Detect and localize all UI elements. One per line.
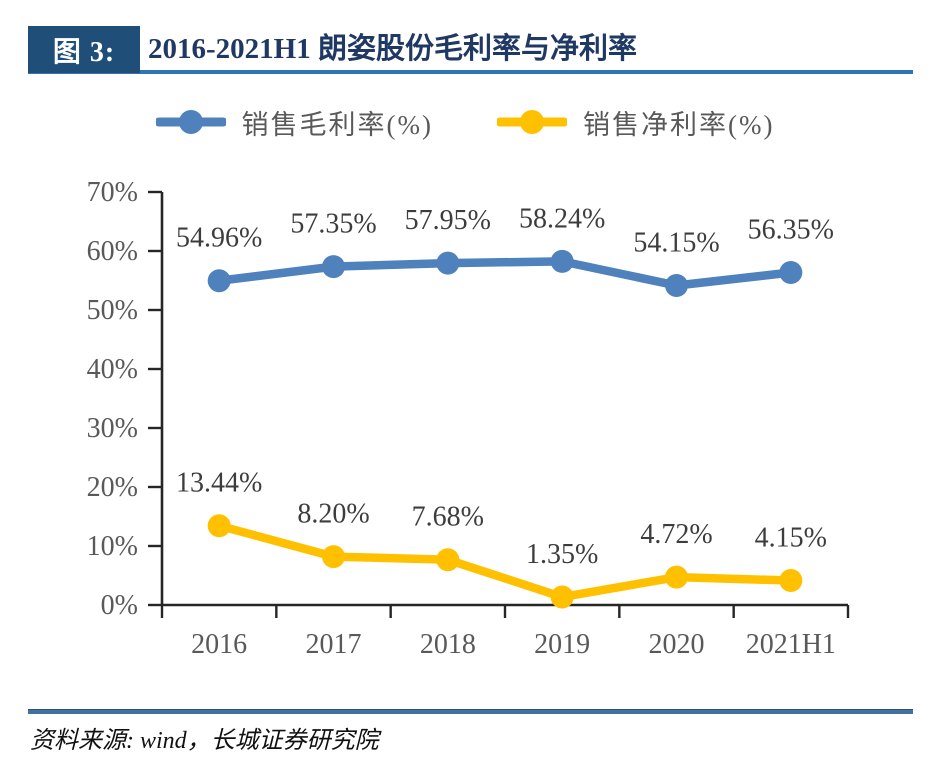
footer-divider bbox=[28, 709, 913, 714]
data-label: 8.20% bbox=[297, 499, 369, 530]
data-label: 57.35% bbox=[290, 209, 376, 240]
data-point bbox=[322, 255, 345, 279]
data-label: 54.96% bbox=[176, 223, 262, 254]
data-point bbox=[665, 274, 688, 298]
figure-tag-label: 图 3: bbox=[52, 36, 116, 68]
data-point bbox=[779, 569, 803, 593]
x-tick-label: 2017 bbox=[306, 629, 362, 660]
data-label: 13.44% bbox=[176, 468, 262, 499]
data-point bbox=[436, 548, 460, 572]
y-tick-label: 10% bbox=[87, 531, 138, 562]
data-label: 7.68% bbox=[412, 502, 484, 533]
y-tick-label: 50% bbox=[87, 295, 138, 326]
data-point bbox=[665, 565, 688, 589]
legend-item-net-margin: 销售净利率(%) bbox=[497, 103, 774, 142]
legend-label: 销售净利率(%) bbox=[583, 109, 775, 140]
x-tick-label: 2016 bbox=[191, 629, 247, 660]
data-label: 4.72% bbox=[640, 519, 712, 550]
data-label: 58.24% bbox=[519, 203, 605, 234]
data-point bbox=[436, 251, 460, 275]
title-underline bbox=[28, 70, 913, 74]
data-point bbox=[779, 261, 803, 285]
data-label: 56.35% bbox=[748, 215, 834, 246]
line-marker-icon bbox=[155, 110, 226, 134]
data-label: 4.15% bbox=[755, 523, 827, 554]
data-point bbox=[207, 269, 231, 293]
series-line bbox=[214, 257, 796, 290]
legend-item-gross-margin: 销售毛利率(%) bbox=[155, 103, 433, 142]
x-tick-label: 2021H1 bbox=[746, 629, 836, 660]
y-tick-label: 60% bbox=[87, 236, 138, 267]
data-label: 1.35% bbox=[526, 539, 598, 570]
data-point bbox=[550, 249, 574, 273]
data-point bbox=[322, 545, 345, 569]
x-tick-label: 2018 bbox=[420, 629, 476, 660]
page-title: 2016-2021H1 朗姿股份毛利率与净利率 bbox=[148, 33, 637, 65]
y-tick-label: 70% bbox=[87, 177, 138, 208]
source-note: 资料来源: wind，长城证券研究院 bbox=[30, 728, 379, 754]
data-label: 57.95% bbox=[405, 205, 491, 236]
data-label: 54.15% bbox=[633, 228, 719, 259]
line-chart: 0% 10% 20% 30% 40% 50% 60% 70% 2016 2017 2018 2019 2… bbox=[87, 177, 850, 660]
x-tick-label: 2019 bbox=[534, 629, 590, 660]
y-tick-label: 40% bbox=[87, 354, 138, 385]
figure-tag: 图 3: bbox=[28, 26, 140, 73]
y-tick-label: 0% bbox=[101, 590, 138, 621]
x-tick-label: 2020 bbox=[649, 629, 705, 660]
series-line bbox=[214, 521, 796, 602]
y-tick-label: 20% bbox=[87, 472, 138, 503]
y-tick-label: 30% bbox=[87, 413, 138, 444]
legend-label: 销售毛利率(%) bbox=[241, 109, 433, 140]
data-point bbox=[550, 585, 574, 609]
line-marker-icon bbox=[497, 110, 567, 134]
chart-legend: 销售毛利率(%) 销售净利率(%) bbox=[0, 96, 930, 148]
data-point bbox=[207, 514, 231, 538]
